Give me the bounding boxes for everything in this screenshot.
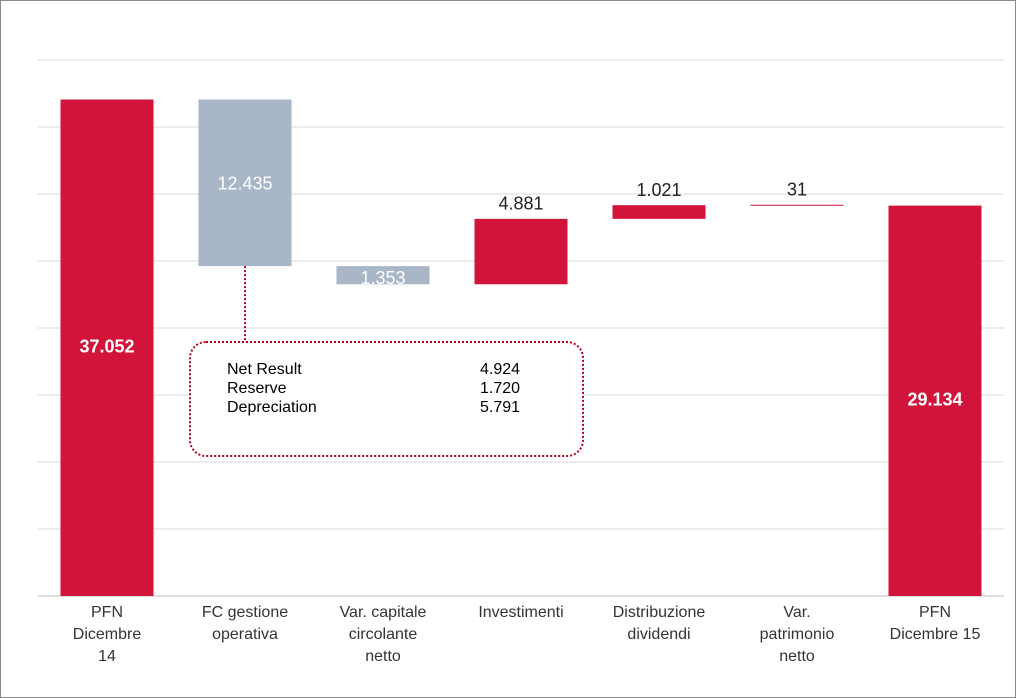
callout-box [189, 341, 584, 457]
bar [198, 99, 292, 267]
bar-label: 1.353 [360, 268, 405, 288]
x-tick-label: FC gestione operativa [201, 604, 289, 643]
callout-value: 4.924 [480, 361, 520, 378]
bar-label: 29.134 [907, 390, 962, 410]
bar [612, 205, 706, 219]
callout-label: Net Result [227, 361, 302, 378]
callout-value: 5.791 [480, 399, 520, 416]
bar-label: 12.435 [217, 173, 272, 193]
bar [888, 205, 982, 596]
bar [336, 266, 430, 285]
x-tick-label: PFN Dicembre 14 [72, 604, 142, 665]
callout-label: Reserve [227, 380, 287, 397]
bar [60, 99, 154, 596]
bar-label: 4.881 [498, 194, 543, 214]
callout-value: 1.720 [480, 380, 520, 397]
x-tick-label: Var. patrimonio netto [759, 604, 835, 665]
callout-label: Depreciation [227, 399, 317, 416]
x-tick-label: Var. capitale circolante netto [339, 604, 427, 665]
x-tick-label: Investimenti [478, 604, 564, 621]
bar-label: 37.052 [79, 337, 134, 357]
x-tick-label: PFN Dicembre 15 [889, 604, 981, 643]
bar [750, 204, 844, 206]
bar-label: 1.021 [636, 180, 681, 200]
bar [474, 218, 568, 285]
bar-label: 31 [787, 180, 807, 200]
x-tick-label: Distribuzione dividendi [612, 604, 706, 643]
